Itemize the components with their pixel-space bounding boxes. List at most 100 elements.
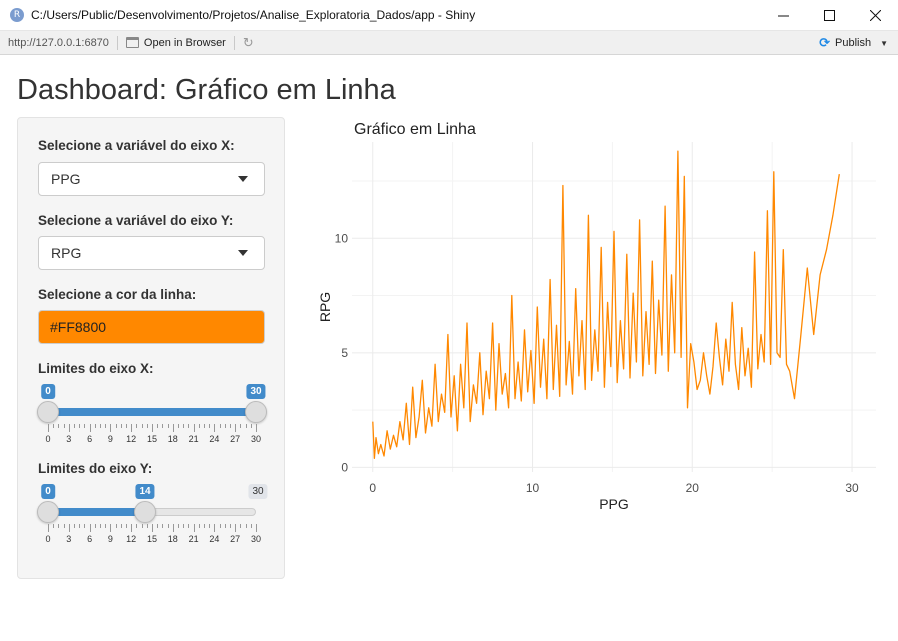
y-limits-slider-from-value: 0: [41, 484, 55, 499]
slider-tick-minor: [204, 424, 205, 428]
slider-tick-minor: [183, 524, 185, 528]
slider-tick-label: 30: [250, 434, 262, 444]
slider-tick-label: 9: [107, 534, 113, 544]
url-text[interactable]: http://127.0.0.1:6870: [8, 36, 109, 49]
line-color-value: #FF8800: [50, 319, 107, 335]
y-limits-slider-handle-to[interactable]: [134, 501, 157, 523]
slider-tick-minor: [141, 424, 143, 428]
browser-window-icon: [125, 37, 139, 48]
slider-tick-minor: [74, 424, 75, 428]
y-tick-label: 0: [341, 460, 348, 474]
slider-tick-label: 18: [167, 434, 178, 444]
slider-tick-major: [110, 524, 112, 532]
slider-tick-label: 21: [188, 534, 199, 544]
y-limits-slider-handle-from[interactable]: [37, 501, 59, 523]
data-line-series: [372, 150, 840, 459]
slider-tick-minor: [198, 424, 200, 428]
toolbar-divider: [233, 35, 235, 50]
page-title: Dashboard: Gráfico em Linha: [17, 74, 396, 106]
y-limits-label: Limites do eixo Y:: [38, 461, 153, 476]
slider-tick-minor: [219, 424, 221, 428]
slider-tick-label: 12: [126, 534, 137, 544]
x-limits-slider-handle-from[interactable]: [37, 401, 59, 423]
x-limits-slider-ticks: 0 3 6 9 12 15 18 21 24 27 30: [38, 424, 268, 454]
x-variable-value: PPG: [51, 171, 81, 187]
slider-tick-minor: [58, 524, 60, 528]
open-in-browser-button[interactable]: Open in Browser: [125, 37, 226, 49]
slider-tick-major: [256, 424, 257, 432]
caret-down-icon: [238, 176, 248, 182]
slider-tick-minor: [146, 424, 148, 428]
slider-tick-label: 24: [209, 534, 220, 544]
slider-tick-minor: [209, 424, 211, 428]
x-variable-select[interactable]: PPG: [38, 162, 265, 196]
line-chart: 0 10 20 30 0 5 10 Gráfico em Linha PPG RPG: [300, 112, 890, 522]
slider-tick-label: 18: [167, 534, 178, 544]
slider-tick-minor: [167, 424, 169, 428]
x-tick-label: 30: [845, 481, 859, 495]
slider-tick-major: [131, 424, 133, 432]
slider-tick-minor: [230, 524, 231, 528]
slider-tick-major: [48, 524, 49, 532]
close-icon[interactable]: [852, 0, 898, 31]
x-limits-slider[interactable]: 0 30 0 3 6 9 12 15 18 21 24 27 30: [37, 384, 268, 454]
chart-svg: 0 10 20 30 0 5 10 Gráfico em Linha PPG RPG: [317, 121, 876, 512]
slider-tick-major: [193, 424, 195, 432]
caret-down-icon: [238, 250, 248, 256]
y-variable-label: Selecione a variável do eixo Y:: [38, 213, 234, 228]
y-variable-select[interactable]: RPG: [38, 236, 265, 270]
slider-tick-minor: [100, 524, 101, 528]
x-limits-slider-from-value: 0: [41, 384, 55, 399]
slider-tick-major: [193, 524, 195, 532]
slider-tick-minor: [84, 524, 86, 528]
slider-tick-minor: [53, 424, 55, 428]
x-limits-slider-to-value: 30: [246, 384, 266, 399]
slider-tick-major: [172, 424, 174, 432]
maximize-icon[interactable]: [806, 0, 852, 31]
slider-tick-label: 15: [146, 434, 158, 444]
y-limits-slider[interactable]: 0 14 30 0 3 6 9 12 15 18 21 24 27 30: [37, 484, 268, 554]
minimize-icon[interactable]: [760, 0, 806, 31]
slider-tick-minor: [146, 524, 148, 528]
slider-tick-minor: [178, 524, 179, 528]
slider-tick-minor: [183, 424, 185, 428]
slider-tick-minor: [157, 424, 159, 428]
r-app-icon: R: [10, 8, 24, 22]
slider-tick-minor: [141, 524, 143, 528]
publish-button[interactable]: ⟳ Publish ▼: [819, 31, 888, 55]
refresh-icon[interactable]: ↻: [242, 34, 254, 50]
slider-tick-label: 27: [230, 434, 241, 444]
slider-tick-minor: [162, 424, 164, 428]
slider-tick-label: 15: [146, 534, 158, 544]
slider-tick-major: [152, 424, 153, 432]
slider-tick-minor: [230, 424, 231, 428]
slider-tick-minor: [84, 424, 86, 428]
window-titlebar: R C:/Users/Public/Desenvolvimento/Projet…: [0, 0, 898, 31]
slider-tick-minor: [136, 424, 138, 428]
x-variable-label: Selecione a variável do eixo X:: [38, 138, 235, 153]
slider-tick-minor: [63, 524, 65, 528]
slider-tick-label: 0: [45, 534, 51, 544]
line-color-input[interactable]: #FF8800: [38, 310, 265, 344]
slider-tick-major: [48, 424, 49, 432]
y-variable-value: RPG: [51, 245, 82, 261]
slider-tick-minor: [224, 424, 226, 428]
sidebar-panel: Selecione a variável do eixo X: PPG Sele…: [17, 117, 285, 579]
slider-tick-minor: [178, 424, 179, 428]
window-controls: [760, 0, 898, 31]
slider-tick-minor: [198, 524, 200, 528]
slider-tick-minor: [79, 524, 81, 528]
publish-icon: ⟳: [819, 35, 830, 50]
slider-tick-major: [152, 524, 153, 532]
chevron-down-icon[interactable]: ▼: [880, 38, 888, 48]
slider-tick-minor: [209, 524, 211, 528]
y-tick-label: 5: [341, 346, 348, 360]
slider-tick-minor: [126, 524, 127, 528]
slider-tick-minor: [136, 524, 138, 528]
x-limits-slider-handle-to[interactable]: [245, 401, 267, 423]
slider-tick-minor: [58, 424, 60, 428]
slider-tick-minor: [157, 524, 159, 528]
slider-tick-minor: [94, 524, 96, 528]
slider-tick-minor: [250, 424, 252, 428]
line-color-label: Selecione a cor da linha:: [38, 287, 197, 302]
